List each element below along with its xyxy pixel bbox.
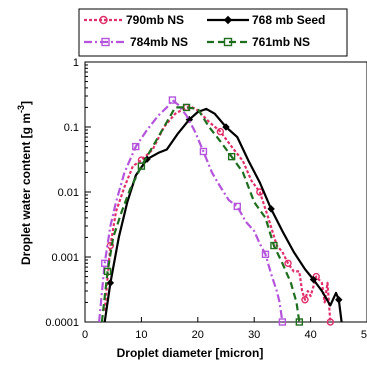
data-point-diamond [223, 15, 233, 25]
legend-label: 768 mb Seed [252, 13, 325, 27]
x-tick-label: 50 [361, 329, 367, 341]
x-tick-label: 30 [248, 329, 260, 341]
x-tick-label: 0 [82, 329, 88, 341]
data-point-square [270, 241, 278, 250]
y-axis-title-close: ] [19, 101, 33, 105]
data-point-square [101, 259, 109, 267]
series-3 [100, 103, 304, 326]
data-point-circle [301, 296, 309, 304]
legend-box [78, 8, 348, 57]
series-line [100, 106, 301, 323]
data-point-square [295, 318, 304, 326]
svg-text:Droplet water content [g m-3]: Droplet water content [g m-3] [16, 101, 33, 265]
series-layer [98, 96, 343, 326]
data-point-square [227, 152, 236, 161]
data-point-square [103, 267, 112, 276]
x-tick-label: 10 [135, 329, 147, 341]
y-axis-title-exponent: -3 [16, 105, 26, 113]
data-point-square [233, 202, 241, 211]
data-point-diamond [309, 275, 318, 284]
y-axis-title-main: Droplet water content [g m [19, 113, 33, 265]
y-axis-title: Droplet water content [g m-3] [16, 101, 33, 265]
data-point-square [199, 147, 208, 156]
data-point-diamond [106, 279, 115, 287]
x-axis-title: Droplet diameter [micron] [117, 346, 264, 360]
legend-item: 784mb NS [84, 35, 188, 49]
series-line [98, 98, 284, 323]
data-point-square [137, 162, 146, 170]
data-point-circle [284, 259, 292, 267]
legend: 790mb NS 768 mb Seed 784mb NS 761mb NS [78, 8, 348, 57]
data-point-circle [216, 127, 225, 136]
legend-item: 761mb NS [207, 35, 310, 49]
x-tick-label: 40 [304, 329, 316, 341]
data-point-square [278, 318, 287, 326]
y-tick-label: 0.1 [64, 122, 79, 134]
legend-item: 790mb NS [84, 13, 184, 27]
data-point-diamond [267, 205, 275, 213]
x-axis: 0 10 20 30 40 50 [82, 317, 367, 341]
data-point-square [132, 142, 140, 151]
data-point-square [101, 37, 110, 47]
y-tick-label: 1 [73, 57, 79, 69]
y-tick-label: 0.0001 [45, 317, 79, 329]
y-tick-label: 0.001 [51, 252, 79, 264]
data-point-square [261, 250, 270, 259]
y-tick-label: 0.01 [58, 187, 79, 199]
legend-item: 768 mb Seed [207, 13, 325, 27]
data-point-circle [326, 318, 335, 326]
x-tick-label: 20 [192, 329, 204, 341]
y-axis: 0.0001 0.001 0.01 0.1 1 [45, 57, 91, 329]
series-line [103, 106, 332, 323]
data-point-diamond [335, 296, 343, 304]
data-point-diamond [222, 123, 230, 131]
data-point-circle [99, 15, 108, 25]
series-2 [98, 96, 287, 326]
data-point-square [223, 37, 233, 47]
legend-label: 790mb NS [126, 13, 184, 27]
legend-label: 784mb NS [130, 35, 188, 49]
data-point-square [182, 103, 191, 112]
data-point-square [168, 96, 177, 104]
legend-label: 761mb NS [252, 35, 310, 49]
